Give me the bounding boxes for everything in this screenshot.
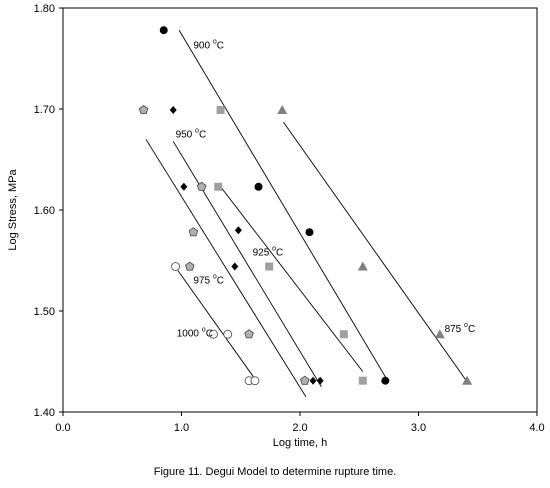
data-point-diamond: [169, 106, 177, 115]
x-tick-label: 0.0: [55, 422, 70, 434]
data-point-circle: [305, 228, 314, 237]
fit-line: [145, 139, 307, 398]
y-tick-label: 1.70: [34, 104, 55, 116]
data-point-diamond: [234, 226, 242, 235]
temperature-label: 900 oC: [193, 38, 224, 51]
unit-celsius: C: [206, 328, 213, 339]
data-point-circle: [254, 182, 263, 191]
unit-celsius: C: [199, 129, 206, 140]
data-point-square: [216, 106, 225, 115]
data-point-pentagon: [188, 227, 199, 237]
temperature-label: 925 oC: [253, 245, 284, 258]
unit-celsius: C: [217, 40, 224, 51]
data-point-diamond: [309, 376, 317, 385]
temperature-value: 975: [193, 276, 212, 287]
temperature-value: 1000: [177, 328, 202, 339]
unit-celsius: C: [217, 276, 224, 287]
fit-line: [220, 186, 364, 372]
data-point-pentagon: [185, 261, 195, 271]
temperature-value: 900: [193, 40, 212, 51]
data-point-square: [265, 262, 274, 271]
data-point-circle: [381, 376, 390, 385]
y-tick-label: 1.80: [34, 3, 55, 15]
degree-symbol: o: [272, 245, 276, 252]
data-point-diamond: [180, 182, 188, 191]
temperature-label: 950 oC: [176, 127, 207, 140]
unit-celsius: C: [276, 247, 283, 258]
data-point-square: [214, 182, 223, 191]
data-point-square: [339, 330, 348, 339]
fit-line: [172, 141, 322, 387]
temperature-label: 1000 oC: [177, 326, 213, 339]
data-point-circle: [159, 26, 168, 35]
data-point-open-circle: [223, 329, 233, 339]
data-point-triangle: [357, 261, 368, 271]
y-tick-label: 1.40: [34, 407, 55, 419]
fit-lines: [145, 29, 468, 398]
fit-line: [178, 29, 389, 381]
fit-line: [177, 270, 257, 381]
temperature-value: 950: [176, 129, 195, 140]
data-point-pentagon: [196, 181, 207, 191]
data-point-diamond: [316, 376, 324, 385]
data-point-open-circle: [209, 329, 218, 339]
y-tick-label: 1.60: [34, 205, 55, 217]
data-point-triangle: [277, 105, 288, 115]
data-point-pentagon: [299, 375, 310, 385]
x-axis-label: Log time, h: [273, 437, 327, 449]
x-tick-label: 3.0: [411, 422, 426, 434]
x-tick-label: 2.0: [292, 422, 307, 434]
data-point-triangle: [462, 375, 473, 385]
degree-symbol: o: [202, 326, 206, 333]
data-point-pentagon: [138, 105, 149, 115]
degree-symbol: o: [195, 127, 199, 134]
data-point-square: [358, 376, 367, 385]
data-point-diamond: [231, 262, 239, 271]
x-tick-label: 1.0: [174, 422, 189, 434]
temperature-label: 875 oC: [445, 322, 476, 335]
data-points: [138, 26, 473, 386]
data-point-pentagon: [244, 329, 254, 339]
degree-symbol: o: [213, 274, 217, 281]
x-tick-label: 4.0: [529, 422, 544, 434]
axes: 0.0 1.0 2.0 3.0 4.0 1.40 1.50 1.60 1.70 1.80: [34, 3, 545, 434]
temperature-value: 875: [445, 324, 464, 335]
data-point-open-circle: [250, 376, 260, 386]
fit-line: [283, 121, 468, 382]
temperature-label: 975 oC: [193, 274, 224, 287]
unit-celsius: C: [468, 324, 475, 335]
temperature-value: 925: [253, 247, 272, 258]
data-point-open-circle: [171, 262, 181, 272]
y-tick-label: 1.50: [34, 306, 55, 318]
data-point-triangle: [434, 329, 445, 339]
degree-symbol: o: [213, 38, 217, 45]
figure-caption: Figure 11. Degui Model to determine rupt…: [153, 466, 397, 478]
y-axis-label: Log Stress, MPa: [7, 168, 19, 250]
degree-symbol: o: [464, 322, 468, 329]
